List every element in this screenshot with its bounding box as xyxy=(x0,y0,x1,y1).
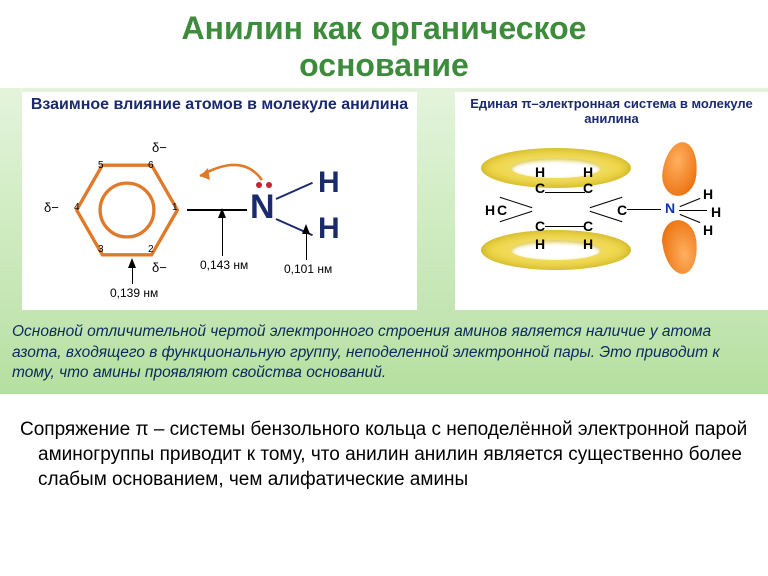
figure-left-caption: Взаимное влияние атомов в молекуле анили… xyxy=(22,92,417,114)
atom-C: C xyxy=(583,180,593,196)
dim-arrow-head xyxy=(128,258,136,268)
ring-pos-1: 1 xyxy=(172,202,178,213)
bottom-text: Сопряжение π – системы бензольного кольц… xyxy=(20,419,747,489)
explanation-band: Основной отличительной чертой электронно… xyxy=(0,314,768,395)
bond xyxy=(545,192,585,193)
atom-H: H xyxy=(703,186,713,202)
figure-left-body: 1 2 3 4 5 6 δ− δ− δ− N xyxy=(22,120,417,310)
pi-torus-top xyxy=(481,148,631,188)
ring-pos-2: 2 xyxy=(148,244,154,255)
atom-H: H xyxy=(711,204,721,220)
n-lobe-bottom xyxy=(659,217,700,275)
curved-arrow-icon xyxy=(192,156,272,198)
atom-H: H xyxy=(535,236,545,252)
title-line2: основание xyxy=(299,47,469,83)
dim-cn: 0,143 нм xyxy=(200,258,248,272)
bond-nh xyxy=(680,198,701,207)
bottom-paragraph: Сопряжение π – системы бензольного кольц… xyxy=(0,394,768,492)
bond-nh xyxy=(276,181,313,199)
delta-left: δ− xyxy=(44,200,59,215)
dim-arrow-stem xyxy=(306,232,307,260)
atom-H: H xyxy=(535,164,545,180)
delta-bottomright: δ− xyxy=(152,260,167,275)
atom-H: H xyxy=(703,222,713,238)
dim-cc: 0,139 нм xyxy=(110,286,158,300)
delta-topright: δ− xyxy=(152,140,167,155)
atom-H: H xyxy=(583,164,593,180)
figure-left: Взаимное влияние атомов в молекуле анили… xyxy=(22,92,417,310)
slide-title: Анилин как органическое основание xyxy=(0,0,768,88)
atom-C: C xyxy=(535,218,545,234)
atom-N: N xyxy=(665,200,675,216)
n-lobe-top xyxy=(659,139,700,197)
dim-arrow-stem xyxy=(132,266,133,284)
ring-pos-3: 3 xyxy=(98,244,104,255)
atom-C: C xyxy=(617,202,627,218)
title-line1: Анилин как органическое xyxy=(182,10,587,46)
atom-H: H xyxy=(318,166,340,200)
ring-pos-5: 5 xyxy=(98,160,104,171)
bond xyxy=(545,226,585,227)
benzene-hexagon: 1 2 3 4 5 6 xyxy=(62,154,192,266)
ring-pos-4: 4 xyxy=(74,202,80,213)
bond-cn xyxy=(627,209,661,210)
dim-arrow-head xyxy=(218,208,226,218)
atom-C: C xyxy=(497,202,507,218)
atom-H: H xyxy=(318,212,340,246)
dim-arrow-stem xyxy=(222,216,223,256)
bond-cn xyxy=(187,209,247,211)
figure-right-body: H C C H C H C H C H C N H H H xyxy=(455,120,768,310)
explanation-text: Основной отличительной чертой электронно… xyxy=(12,323,720,382)
figure-right: Единая π–электронная система в молекуле … xyxy=(455,92,768,310)
bond-nh xyxy=(679,210,707,211)
dim-arrow-head xyxy=(302,224,310,234)
atom-C: C xyxy=(583,218,593,234)
dim-nh: 0,101 нм xyxy=(284,262,332,276)
ring-pos-6: 6 xyxy=(148,160,154,171)
atom-H: H xyxy=(583,236,593,252)
atom-C: C xyxy=(535,180,545,196)
atom-H: H xyxy=(485,202,495,218)
figures-band: Взаимное влияние атомов в молекуле анили… xyxy=(0,88,768,314)
pi-torus-bottom xyxy=(481,230,631,270)
